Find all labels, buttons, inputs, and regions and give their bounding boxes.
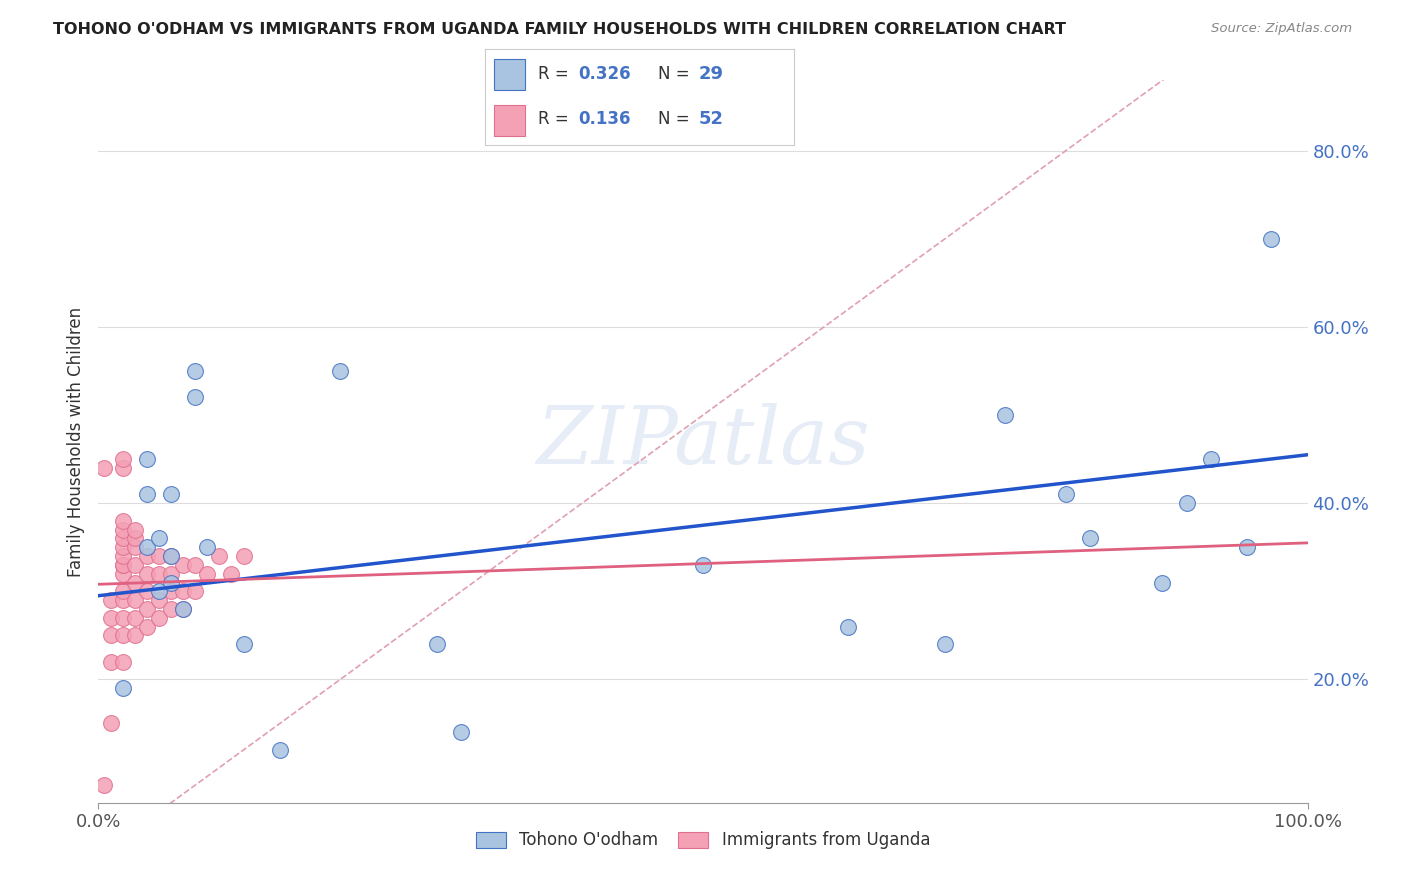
Point (1152, 575, 1174, 590)
Point (93, 778, 115, 792)
Point (124, 628, 146, 642)
Text: N =: N = (658, 64, 695, 83)
Point (195, 541, 218, 555)
Point (1078, 532, 1101, 546)
Point (124, 611, 146, 625)
Point (450, 725, 472, 739)
Point (100, 628, 122, 642)
Point (111, 584, 134, 599)
Point (208, 549, 231, 563)
Point (111, 681, 134, 696)
Point (1054, 487, 1077, 501)
Point (135, 566, 157, 581)
Point (1175, 496, 1198, 510)
Point (195, 566, 218, 581)
Point (329, 364, 352, 378)
Point (111, 628, 134, 642)
Point (111, 611, 134, 625)
Bar (495, 59, 526, 89)
Point (172, 602, 194, 616)
Point (111, 452, 134, 467)
Point (100, 611, 122, 625)
Text: 29: 29 (699, 64, 724, 83)
Point (172, 602, 194, 616)
Point (111, 514, 134, 528)
Text: Source: ZipAtlas.com: Source: ZipAtlas.com (1212, 22, 1353, 36)
Point (148, 593, 170, 607)
Point (160, 575, 183, 590)
Text: N =: N = (658, 111, 695, 128)
Point (221, 566, 243, 581)
Point (172, 584, 194, 599)
Bar (495, 105, 526, 136)
Text: 0.136: 0.136 (578, 111, 630, 128)
Point (100, 716, 122, 731)
Point (184, 391, 207, 405)
Point (124, 532, 146, 546)
Point (148, 566, 170, 581)
Point (837, 619, 859, 633)
Point (93, 461, 115, 475)
Point (135, 584, 157, 599)
Point (135, 452, 157, 467)
Text: TOHONO O'ODHAM VS IMMIGRANTS FROM UGANDA FAMILY HOUSEHOLDS WITH CHILDREN CORRELA: TOHONO O'ODHAM VS IMMIGRANTS FROM UGANDA… (53, 22, 1066, 37)
Point (160, 487, 183, 501)
Point (135, 619, 157, 633)
Point (111, 541, 134, 555)
Point (111, 549, 134, 563)
Text: R =: R = (537, 111, 574, 128)
Point (135, 549, 157, 563)
Point (111, 593, 134, 607)
Point (111, 532, 134, 546)
Point (160, 549, 183, 563)
Point (124, 541, 146, 555)
Point (184, 558, 207, 572)
Point (426, 637, 449, 651)
Y-axis label: Family Households with Children: Family Households with Children (66, 307, 84, 576)
Point (269, 743, 291, 757)
Point (232, 637, 254, 651)
Point (1199, 452, 1222, 467)
Point (994, 408, 1017, 422)
Point (148, 532, 170, 546)
Point (160, 602, 183, 616)
Point (124, 558, 146, 572)
Point (124, 575, 146, 590)
Text: 0.326: 0.326 (578, 64, 630, 83)
Point (111, 523, 134, 537)
Point (160, 566, 183, 581)
Point (148, 584, 170, 599)
Point (692, 558, 714, 572)
Point (172, 558, 194, 572)
Point (1236, 541, 1258, 555)
Point (184, 584, 207, 599)
Point (135, 541, 157, 555)
Point (111, 655, 134, 669)
Point (184, 364, 207, 378)
Point (934, 637, 956, 651)
Point (148, 549, 170, 563)
Point (148, 611, 170, 625)
Point (111, 566, 134, 581)
Text: R =: R = (537, 64, 574, 83)
Point (100, 655, 122, 669)
Point (160, 549, 183, 563)
Legend: Tohono O'odham, Immigrants from Uganda: Tohono O'odham, Immigrants from Uganda (470, 824, 936, 856)
Point (111, 558, 134, 572)
Point (135, 487, 157, 501)
Point (232, 549, 254, 563)
Point (111, 558, 134, 572)
Point (100, 593, 122, 607)
Point (111, 461, 134, 475)
Text: ZIPatlas: ZIPatlas (536, 403, 870, 480)
Point (1260, 232, 1282, 246)
Point (124, 523, 146, 537)
Text: 52: 52 (699, 111, 724, 128)
Point (124, 593, 146, 607)
Point (135, 602, 157, 616)
Point (160, 584, 183, 599)
